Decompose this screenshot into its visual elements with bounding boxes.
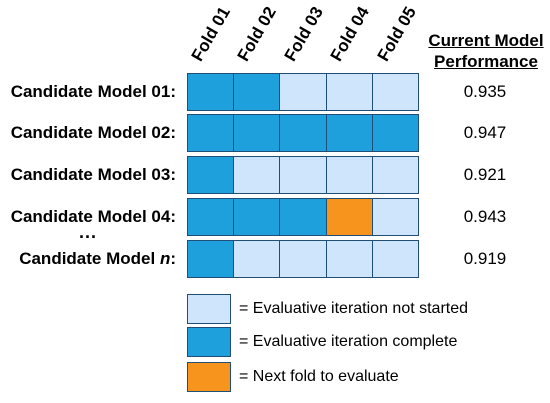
model-label-02: Candidate Model 02: bbox=[10, 123, 176, 142]
legend-swatch-complete bbox=[187, 327, 231, 357]
fold-cell-not-started bbox=[372, 241, 419, 277]
performance-header-line2: Performance bbox=[434, 52, 538, 71]
fold-header-5: Fold 05 bbox=[373, 3, 420, 65]
performance-value-01: 0.935 bbox=[463, 82, 507, 101]
fold-cell-not-started bbox=[234, 241, 281, 277]
fold-header-4: Fold 04 bbox=[326, 3, 373, 65]
fold-cell-not-started bbox=[372, 199, 419, 235]
fold-cell-not-started bbox=[280, 157, 327, 193]
model-label-04: Candidate Model 04: bbox=[10, 207, 176, 226]
performance-value-03: 0.921 bbox=[463, 165, 507, 184]
fold-header-1: Fold 01 bbox=[187, 3, 234, 65]
fold-cell-next bbox=[326, 199, 373, 235]
fold-cell-complete bbox=[234, 115, 281, 151]
fold-cell-not-started bbox=[372, 157, 419, 193]
fold-cell-not-started bbox=[326, 157, 373, 193]
fold-cell-not-started bbox=[234, 157, 281, 193]
fold-header-2: Fold 02 bbox=[233, 3, 280, 65]
performance-value-04: 0.943 bbox=[463, 207, 507, 226]
fold-cell-complete bbox=[234, 74, 281, 110]
performance-value-n: 0.919 bbox=[463, 249, 507, 268]
fold-cell-complete bbox=[188, 199, 235, 235]
legend-item-next: = Next fold to evaluate bbox=[187, 362, 399, 392]
ellipsis: ... bbox=[79, 222, 98, 242]
fold-cell-complete bbox=[372, 115, 419, 151]
performance-header: Current Model Performance bbox=[426, 30, 546, 72]
fold-cell-complete bbox=[234, 199, 281, 235]
fold-cell-complete bbox=[188, 241, 235, 277]
model-row-02 bbox=[187, 114, 419, 152]
fold-cell-complete bbox=[188, 115, 235, 151]
model-label-n-italic: n bbox=[159, 249, 171, 268]
model-label-03: Candidate Model 03: bbox=[10, 165, 176, 184]
model-row-01 bbox=[187, 73, 419, 111]
model-label-n: Candidate Model n: bbox=[19, 249, 176, 269]
model-label-n-prefix: Candidate Model bbox=[19, 249, 160, 268]
model-row-03 bbox=[187, 156, 419, 194]
model-label-01: Candidate Model 01: bbox=[10, 82, 176, 101]
fold-cell-not-started bbox=[280, 241, 327, 277]
legend-swatch-next bbox=[187, 362, 231, 392]
performance-header-line1: Current Model bbox=[428, 31, 544, 50]
model-row-n bbox=[187, 240, 419, 278]
fold-cell-complete bbox=[326, 115, 373, 151]
fold-cell-not-started bbox=[280, 74, 327, 110]
legend-text-complete: = Evaluative iteration complete bbox=[239, 333, 458, 350]
legend-swatch-not-started bbox=[187, 294, 231, 324]
fold-cell-complete bbox=[280, 199, 327, 235]
fold-cell-not-started bbox=[372, 74, 419, 110]
fold-cell-not-started bbox=[326, 74, 373, 110]
model-row-04 bbox=[187, 198, 419, 236]
fold-cell-complete bbox=[188, 74, 235, 110]
fold-cell-not-started bbox=[326, 241, 373, 277]
performance-value-02: 0.947 bbox=[463, 123, 507, 142]
legend-item-complete: = Evaluative iteration complete bbox=[187, 327, 457, 357]
fold-header-3: Fold 03 bbox=[280, 3, 327, 65]
legend-text-next: = Next fold to evaluate bbox=[239, 368, 399, 385]
fold-cell-complete bbox=[188, 157, 235, 193]
fold-cell-complete bbox=[280, 115, 327, 151]
legend-text-not-started: = Evaluative iteration not started bbox=[239, 300, 469, 317]
model-label-n-suffix: : bbox=[170, 249, 176, 268]
legend-item-not-started: = Evaluative iteration not started bbox=[187, 294, 468, 324]
